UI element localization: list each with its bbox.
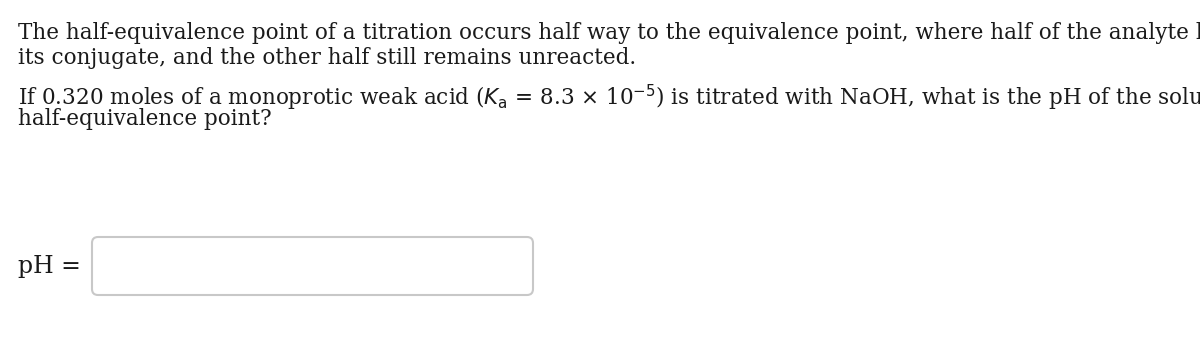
Text: If 0.320 moles of a monoprotic weak acid ($K_\mathrm{a}$ = 8.3 $\times$ 10$^{-5}: If 0.320 moles of a monoprotic weak acid…	[18, 83, 1200, 113]
Text: half-equivalence point?: half-equivalence point?	[18, 108, 271, 130]
Text: pH =: pH =	[18, 255, 80, 279]
FancyBboxPatch shape	[92, 237, 533, 295]
Text: The half-equivalence point of a titration occurs half way to the equivalence poi: The half-equivalence point of a titratio…	[18, 22, 1200, 44]
Text: its conjugate, and the other half still remains unreacted.: its conjugate, and the other half still …	[18, 47, 636, 69]
